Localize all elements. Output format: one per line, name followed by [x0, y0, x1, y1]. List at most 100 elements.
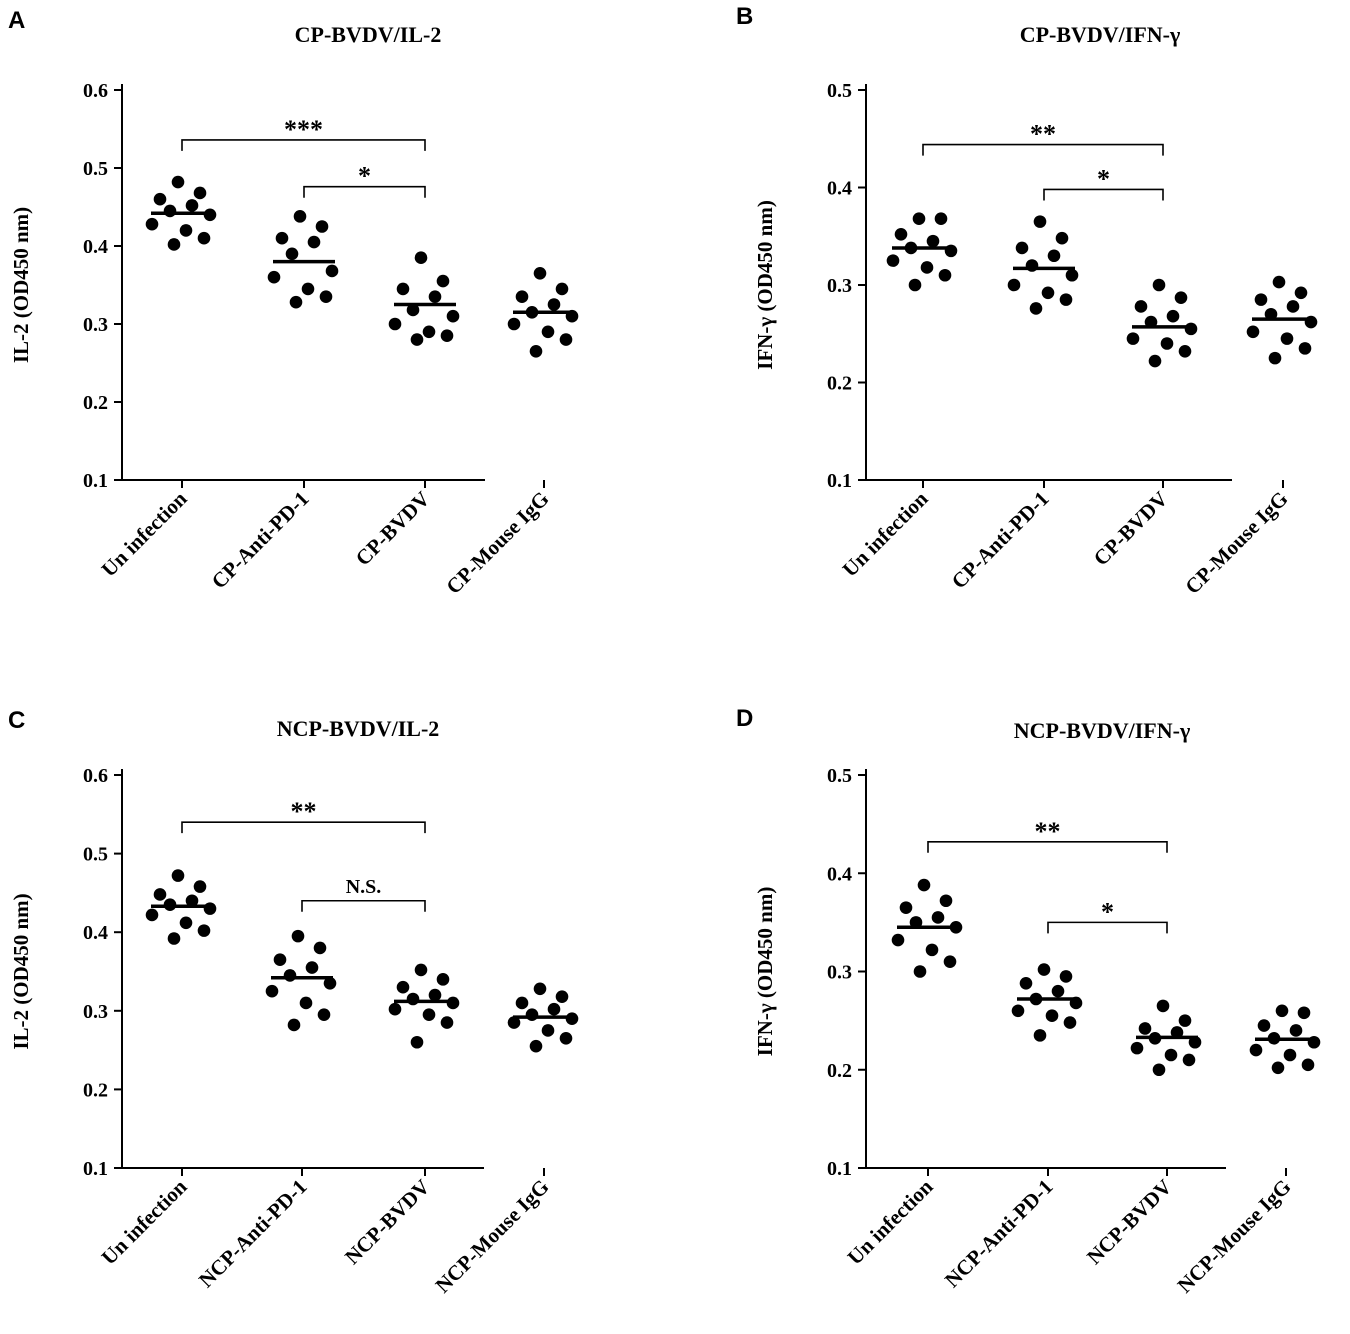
data-point: [203, 902, 217, 915]
data-point: [1029, 302, 1043, 315]
y-axis-label: IL-2 (OD450 nm): [9, 893, 33, 1049]
y-tick-label: 0.1: [83, 1158, 108, 1180]
data-point: [1289, 1024, 1303, 1037]
y-tick-label: 0.4: [827, 178, 852, 200]
panel-c: C NCP-BVDV/IL-2 0.1 0.2 0.3 0.4 0.5 0.6 Un infec…: [8, 707, 579, 1298]
y-tick-label: 0.2: [83, 1079, 108, 1101]
data-point: [1166, 309, 1180, 323]
data-point: [555, 282, 569, 296]
data-point: [533, 267, 547, 280]
significance-bracket: [1043, 188, 1164, 201]
significance-label: *: [1101, 897, 1114, 926]
y-tick-label: 0.3: [83, 314, 108, 336]
data-point: [1297, 1006, 1311, 1020]
category-label: Un infection: [843, 1174, 938, 1269]
data-point: [913, 965, 927, 978]
data-point: [920, 261, 934, 274]
data-point: [446, 309, 460, 323]
y-axis-label: IFN-γ (OD450 nm): [753, 887, 777, 1057]
data-point: [1164, 1048, 1178, 1062]
y-tick-label: 0.1: [83, 470, 108, 492]
data-point: [153, 888, 167, 901]
data-point: [193, 186, 207, 200]
data-point: [273, 953, 287, 967]
data-point: [507, 1016, 521, 1029]
data-point: [1178, 345, 1192, 358]
data-point: [265, 984, 279, 998]
data-point: [325, 264, 339, 278]
data-point: [388, 1002, 402, 1016]
data-point: [899, 901, 913, 914]
y-tick-label: 0.2: [827, 373, 852, 395]
data-point: [1170, 1026, 1184, 1039]
category-label: NCP-BVDV: [1082, 1175, 1177, 1270]
data-point: [529, 345, 543, 358]
data-point: [193, 880, 207, 893]
category-label: CP-Mouse IgG: [1180, 487, 1292, 599]
data-point: [323, 976, 337, 990]
data-point: [436, 274, 450, 288]
data-point: [428, 988, 442, 1002]
data-point: [1130, 1041, 1144, 1055]
data-point: [908, 278, 922, 292]
data-point: [1063, 1016, 1077, 1029]
data-point: [406, 303, 420, 317]
data-point: [1041, 286, 1055, 300]
data-point: [406, 992, 420, 1006]
data-point: [1037, 963, 1051, 976]
category-label: NCP-Mouse IgG: [431, 1175, 554, 1298]
y-tick-label: 0.3: [827, 962, 852, 984]
data-point: [943, 955, 957, 968]
data-point: [1257, 1019, 1271, 1032]
data-point: [1188, 1035, 1202, 1049]
data-point: [422, 325, 436, 339]
category-label: CP-BVDV: [1089, 487, 1173, 571]
data-point: [1033, 215, 1047, 228]
category-label: Un infection: [97, 486, 192, 581]
significance-bracket: [1047, 921, 1168, 934]
significance-label: **: [1030, 120, 1056, 149]
data-point: [1126, 332, 1140, 345]
data-point: [547, 298, 561, 311]
y-tick-label: 0.5: [827, 765, 852, 787]
y-tick-label: 0.6: [83, 765, 108, 787]
panel-letter: C: [8, 707, 25, 734]
data-point: [1156, 999, 1170, 1013]
data-point: [1271, 1061, 1285, 1075]
data-point: [559, 333, 573, 346]
data-point: [428, 290, 442, 304]
data-point: [307, 235, 321, 249]
data-point: [1019, 976, 1033, 990]
data-point: [541, 325, 555, 339]
data-point: [541, 1024, 555, 1037]
data-point: [315, 220, 329, 233]
data-point: [185, 199, 199, 212]
y-tick-label: 0.2: [827, 1060, 852, 1082]
data-point: [422, 1008, 436, 1022]
data-point: [283, 969, 297, 982]
data-point: [891, 933, 905, 947]
data-point: [1286, 300, 1300, 313]
category-label: NCP-Anti-PD-1: [194, 1175, 312, 1293]
data-point: [1246, 325, 1260, 339]
data-point: [917, 878, 931, 892]
data-point: [1152, 1063, 1166, 1077]
data-point: [1047, 249, 1061, 263]
significance-label: *: [1097, 164, 1110, 193]
data-point: [414, 963, 428, 977]
data-point: [547, 1002, 561, 1016]
data-point: [1294, 286, 1308, 300]
data-point: [909, 916, 923, 929]
data-point: [533, 982, 547, 996]
data-point: [1059, 293, 1073, 306]
data-point: [529, 1039, 543, 1053]
panel-letter: B: [736, 3, 753, 30]
panel-d: D NCP-BVDV/IFN-γ 0.1 0.2 0.3 0.4 0.5 Un infecti…: [736, 705, 1321, 1298]
data-point: [1011, 1004, 1025, 1018]
data-point: [934, 212, 948, 225]
significance-bracket: [181, 821, 426, 834]
data-point: [285, 247, 299, 261]
chart-title: CP-BVDV/IFN-γ: [1020, 22, 1181, 47]
data-point: [1298, 342, 1312, 355]
